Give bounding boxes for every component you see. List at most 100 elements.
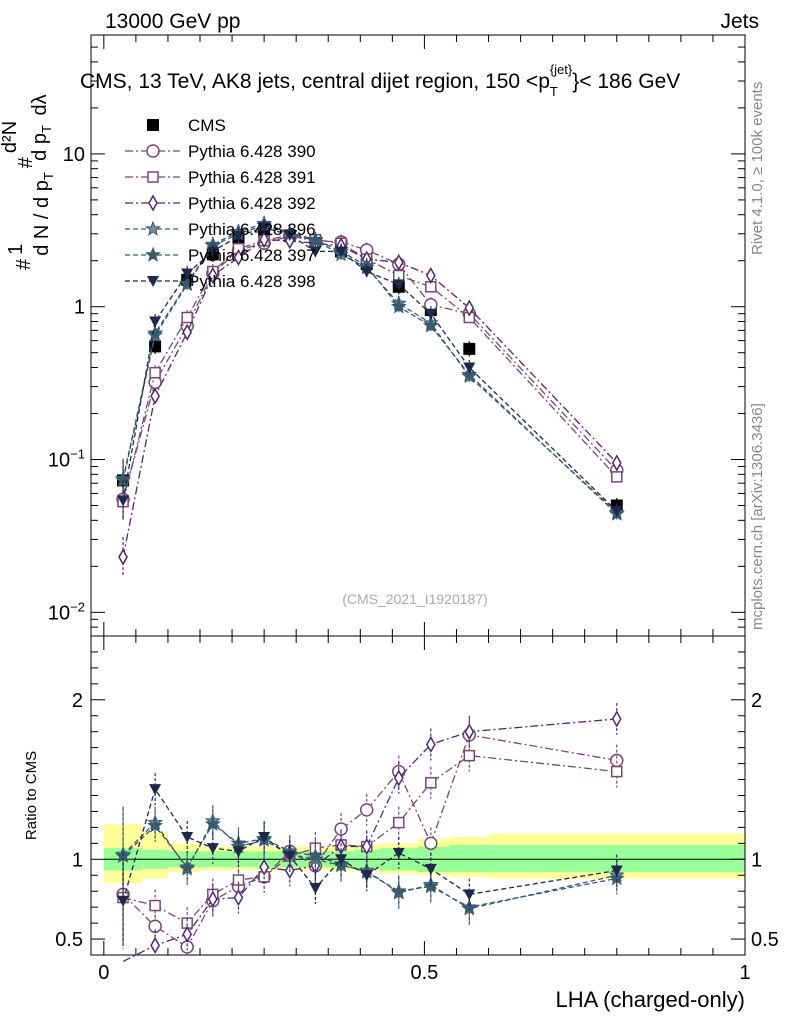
legend-item: Pythia 6.428 392 bbox=[125, 194, 316, 213]
data-point bbox=[149, 784, 162, 796]
data-point bbox=[611, 710, 622, 728]
legend-label: Pythia 6.428 398 bbox=[188, 272, 316, 291]
x-tick-label: 0 bbox=[98, 962, 109, 984]
legend-item: Pythia 6.428 390 bbox=[125, 142, 316, 161]
legend-item: Pythia 6.428 391 bbox=[125, 168, 316, 187]
legend-item: Pythia 6.428 396 bbox=[125, 220, 316, 239]
data-point bbox=[147, 817, 164, 833]
title-text: CMS, 13 TeV, AK8 jets, central dijet reg… bbox=[80, 70, 550, 93]
x-tick-label: 1 bbox=[739, 962, 750, 984]
data-point bbox=[463, 362, 476, 374]
ratio-frame bbox=[90, 635, 746, 956]
data-point bbox=[611, 454, 622, 472]
data-point bbox=[424, 863, 437, 875]
data-point bbox=[307, 231, 324, 247]
data-point bbox=[464, 723, 475, 741]
data-point bbox=[359, 803, 374, 817]
y-title-part: d p bbox=[29, 133, 51, 161]
legend-label: Pythia 6.428 397 bbox=[188, 246, 316, 265]
series-line bbox=[122, 222, 618, 515]
data-point bbox=[232, 874, 245, 886]
uncertainty-band-inner bbox=[450, 844, 489, 873]
legend-label: Pythia 6.428 390 bbox=[188, 142, 316, 161]
data-point bbox=[117, 495, 130, 507]
y-tick-label: 2 bbox=[72, 690, 83, 712]
legend-marker bbox=[147, 276, 159, 287]
legend-label: Pythia 6.428 391 bbox=[188, 168, 316, 187]
data-point bbox=[258, 222, 271, 234]
data-point bbox=[463, 889, 476, 901]
series-pythia-6.428-398 bbox=[117, 219, 623, 521]
data-point bbox=[207, 890, 218, 908]
y-tick-label: 1 bbox=[72, 849, 83, 871]
rivet-label: Rivet 4.1.0, ≥ 100k events bbox=[749, 82, 766, 255]
data-point bbox=[150, 387, 160, 405]
data-point bbox=[360, 266, 373, 278]
ratio-series-pythia-6.428-392 bbox=[122, 702, 622, 962]
data-point bbox=[425, 735, 436, 753]
data-point bbox=[283, 229, 296, 241]
y-tick-label: 10 bbox=[63, 144, 85, 166]
y-tick-label-right: 2 bbox=[751, 690, 762, 712]
data-point bbox=[259, 231, 269, 249]
data-point bbox=[422, 317, 439, 333]
legend-item: Pythia 6.428 398 bbox=[125, 272, 316, 291]
y-title-part: # bbox=[13, 258, 35, 270]
data-point bbox=[259, 858, 269, 876]
data-point bbox=[393, 253, 404, 271]
data-point bbox=[309, 883, 322, 895]
data-point bbox=[360, 870, 373, 882]
data-point bbox=[309, 246, 322, 258]
data-point bbox=[425, 776, 437, 789]
data-point bbox=[425, 267, 436, 285]
header-right: Jets bbox=[720, 10, 759, 33]
data-point bbox=[611, 471, 623, 483]
data-point bbox=[610, 865, 623, 877]
header-left: 13000 GeV pp bbox=[105, 10, 240, 33]
y-title-part: dλ bbox=[29, 94, 51, 121]
legend: CMS Pythia 6.428 390 Pythia 6.428 391 Pythi… bbox=[125, 116, 316, 291]
y-title-part: 1 bbox=[5, 244, 27, 255]
series-line bbox=[122, 787, 617, 901]
data-point bbox=[181, 311, 193, 324]
data-point bbox=[258, 831, 271, 843]
data-point bbox=[464, 299, 475, 317]
ratio-series-pythia-6.428-398 bbox=[117, 773, 623, 949]
data-point bbox=[307, 847, 324, 863]
data-point bbox=[335, 246, 348, 258]
data-point bbox=[181, 831, 194, 843]
legend-marker bbox=[148, 194, 158, 212]
data-point bbox=[233, 248, 244, 266]
data-point bbox=[182, 323, 193, 341]
data-point bbox=[463, 342, 476, 355]
y-tick-label: 1 bbox=[74, 297, 85, 319]
data-point bbox=[361, 838, 372, 856]
y-title-part: d N / d p bbox=[31, 180, 53, 256]
series-line bbox=[122, 224, 618, 513]
chart-title: CMS, 13 TeV, AK8 jets, central dijet reg… bbox=[80, 62, 680, 99]
y-title-part: d²N bbox=[0, 121, 21, 153]
y-title-part: # bbox=[15, 156, 37, 168]
data-point bbox=[393, 816, 405, 829]
legend-label: Pythia 6.428 396 bbox=[188, 220, 316, 239]
data-point bbox=[233, 889, 244, 907]
data-point bbox=[463, 749, 476, 762]
data-point bbox=[179, 274, 196, 291]
data-point bbox=[424, 308, 437, 320]
main-panel: 10−2 10−1 1 10 (CMS_2021_I1920187) bbox=[48, 34, 746, 637]
data-point bbox=[424, 836, 438, 851]
data-point bbox=[232, 231, 245, 243]
data-point bbox=[150, 936, 160, 954]
series-line bbox=[122, 238, 618, 558]
y-title-part: T bbox=[39, 125, 54, 133]
data-point bbox=[180, 940, 194, 954]
data-point bbox=[392, 279, 405, 291]
legend-marker bbox=[144, 246, 162, 262]
data-point bbox=[149, 366, 161, 379]
mcplots-label: mcplots.cern.ch [arXiv:1306.3436] bbox=[749, 403, 766, 630]
series-line bbox=[122, 823, 617, 908]
y-tick-label: 10−2 bbox=[48, 599, 85, 624]
